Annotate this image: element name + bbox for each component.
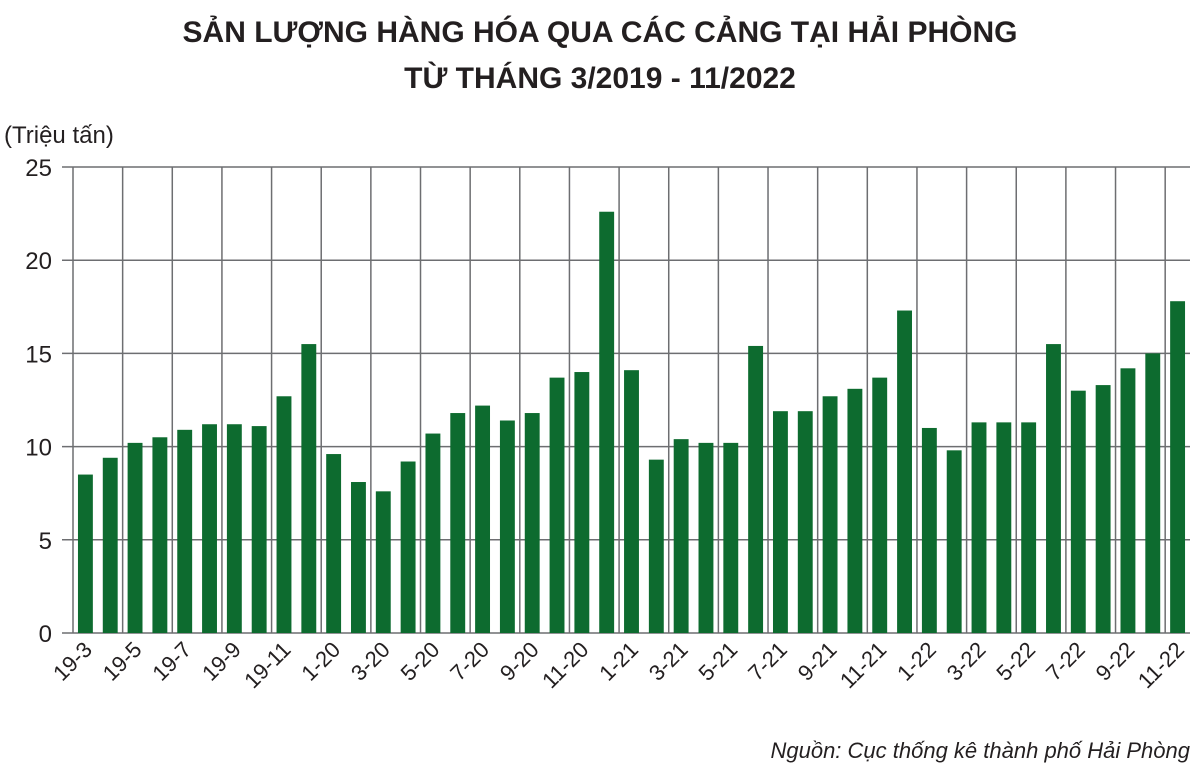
bar [822, 396, 838, 633]
bar [202, 424, 217, 633]
x-tick-label: 7-22 [1041, 637, 1090, 686]
x-tick-label: 11-20 [537, 637, 593, 693]
x-tick-label: 7-21 [743, 637, 792, 686]
bar [177, 429, 193, 633]
bar [723, 442, 739, 633]
chart-subtitle: TỪ THÁNG 3/2019 - 11/2022 [404, 61, 796, 95]
bar [673, 439, 689, 633]
x-tick-label: 11-21 [835, 637, 891, 693]
y-tick-label: 25 [25, 155, 52, 182]
y-tick-label: 5 [39, 528, 52, 555]
x-tick-label: 19-11 [239, 637, 295, 693]
bar [499, 420, 515, 633]
x-tick-label: 3-22 [942, 637, 991, 686]
source-note: Nguồn: Cục thống kê thành phố Hải Phòng [770, 738, 1190, 763]
x-tick-label: 19-7 [147, 637, 196, 686]
bar [847, 388, 863, 633]
bar [897, 310, 912, 633]
x-tick-label: 5-20 [396, 637, 445, 686]
x-tick-label: 19-3 [48, 637, 97, 686]
x-tick-label: 19-9 [197, 637, 246, 686]
bar [127, 442, 143, 633]
x-tick-label: 1-22 [892, 637, 941, 686]
bar [301, 344, 317, 633]
bar [251, 426, 267, 633]
y-tick-label: 0 [39, 621, 52, 648]
bar [1021, 422, 1037, 633]
x-tick-label: 19-5 [98, 637, 147, 686]
bar [1120, 368, 1136, 633]
bar [102, 457, 118, 633]
bar [375, 491, 391, 633]
bar [624, 370, 639, 633]
y-axis-label: (Triệu tấn) [4, 122, 114, 149]
bar [797, 411, 813, 633]
bar [152, 437, 168, 633]
x-tick-label: 9-20 [495, 637, 544, 686]
bar [475, 405, 491, 633]
bar [425, 433, 441, 633]
bar [326, 454, 342, 633]
x-tick-label: 5-21 [694, 637, 743, 686]
bar [574, 372, 590, 633]
bar [226, 424, 242, 633]
bar [748, 345, 764, 633]
y-tick-label: 10 [25, 435, 52, 462]
bar [1095, 385, 1111, 633]
bar [946, 450, 962, 633]
x-tick-label: 3-21 [644, 637, 693, 686]
bar [599, 211, 615, 633]
bar [549, 377, 565, 633]
y-tick-label: 15 [25, 341, 52, 368]
x-tick-label: 1-20 [296, 637, 345, 686]
bar [1070, 390, 1086, 633]
y-tick-label: 20 [25, 248, 52, 275]
bar [276, 396, 292, 633]
bar [1145, 353, 1161, 633]
bar [1170, 301, 1186, 633]
bar [1046, 344, 1061, 633]
chart-title: SẢN LƯỢNG HÀNG HÓA QUA CÁC CẢNG TẠI HẢI … [183, 15, 1018, 49]
bar [971, 422, 987, 633]
bar [872, 377, 888, 633]
bar [921, 427, 937, 633]
bar [524, 413, 540, 633]
bar [351, 482, 366, 633]
bar [450, 413, 466, 633]
x-tick-label: 3-20 [346, 637, 395, 686]
bar [772, 411, 788, 633]
x-tick-label: 9-22 [1091, 637, 1140, 686]
x-tick-label: 5-22 [991, 637, 1040, 686]
bar [400, 461, 416, 633]
bar [698, 442, 714, 633]
x-tick-label: 7-20 [445, 637, 494, 686]
x-tick-label: 1-21 [594, 637, 643, 686]
x-tick-label: 11-22 [1133, 637, 1189, 693]
bar [77, 474, 93, 633]
x-tick-label: 9-21 [793, 637, 842, 686]
bar [648, 459, 664, 633]
bar [996, 422, 1012, 633]
